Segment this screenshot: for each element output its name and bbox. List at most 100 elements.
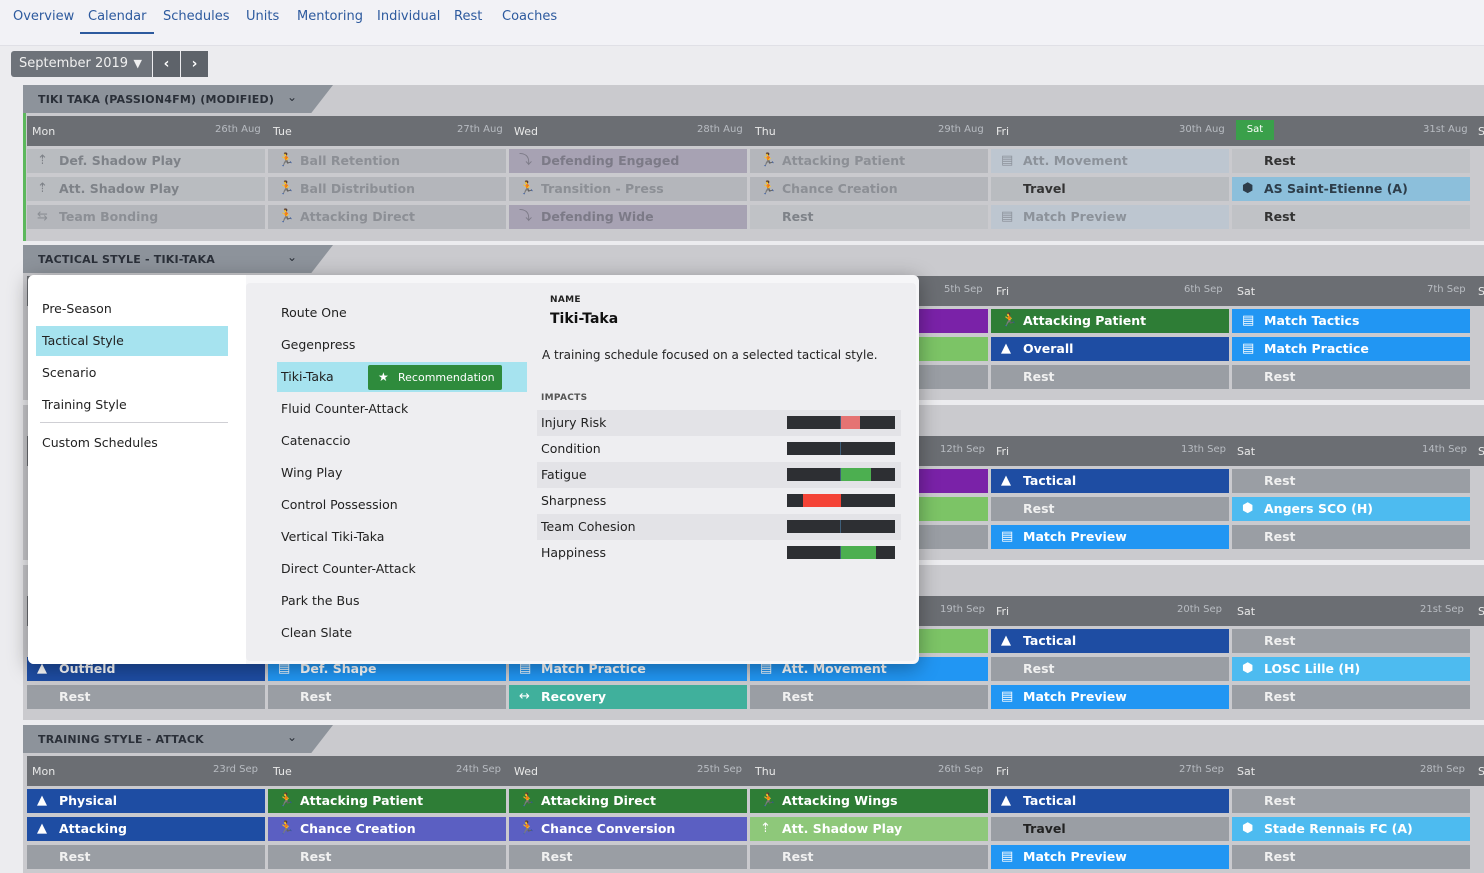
match-cell[interactable]: ⬢ Angers SCO (H) xyxy=(1232,497,1470,521)
tab-mentoring[interactable]: Mentoring xyxy=(297,9,363,24)
category-training-style[interactable]: Training Style xyxy=(42,397,127,412)
session-cell[interactable]: Rest xyxy=(1232,469,1470,493)
session-cell[interactable]: ⇡ Att. Shadow Play xyxy=(750,817,988,841)
session-cell[interactable]: ▤ Match Practice xyxy=(1232,337,1470,361)
session-cell[interactable]: Rest xyxy=(1232,525,1470,549)
day-name: Fri xyxy=(996,125,1010,138)
session-cell[interactable]: Rest xyxy=(1232,365,1470,389)
session-cell[interactable]: 🏃 Chance Creation xyxy=(268,817,506,841)
chevron-down-icon[interactable]: ⌄ xyxy=(287,730,298,744)
style-catenaccio[interactable]: Catenaccio xyxy=(281,433,351,448)
style-vertical-tiki-taka[interactable]: Vertical Tiki-Taka xyxy=(281,529,385,544)
session-cell[interactable]: ▲ Attacking xyxy=(27,817,265,841)
session-cell[interactable]: Rest xyxy=(991,657,1229,681)
session-cell[interactable]: 🏃 Attacking Direct xyxy=(268,205,506,229)
session-cell[interactable]: ▲ Physical xyxy=(27,789,265,813)
style-clean-slate[interactable]: Clean Slate xyxy=(281,625,353,640)
tab-coaches[interactable]: Coaches xyxy=(502,9,558,24)
session-cell[interactable]: Rest xyxy=(750,205,988,229)
session-cell[interactable]: Travel xyxy=(991,817,1229,841)
session-cell[interactable]: ⇡ Def. Shadow Play xyxy=(27,149,265,173)
tab-units[interactable]: Units xyxy=(246,9,280,24)
style-control-possession[interactable]: Control Possession xyxy=(281,497,398,512)
session-cell[interactable]: Rest xyxy=(750,845,988,869)
style-park-the-bus[interactable]: Park the Bus xyxy=(281,593,360,608)
session-cell[interactable]: 🏃 Attacking Patient xyxy=(991,309,1229,333)
session-cell[interactable]: Rest xyxy=(1232,149,1470,173)
session-cell[interactable]: 🏃 Attacking Wings xyxy=(750,789,988,813)
section-header[interactable]: TACTICAL STYLE - TIKI-TAKA ⌄ xyxy=(23,245,333,273)
session-cell[interactable]: ▲ Overall xyxy=(991,337,1229,361)
session-cell[interactable]: ▤ Att. Movement xyxy=(750,657,988,681)
session-cell[interactable]: Rest xyxy=(27,685,265,709)
month-dropdown[interactable]: September 2019 ▼ xyxy=(11,51,152,77)
category-scenario[interactable]: Scenario xyxy=(42,365,97,380)
session-cell[interactable]: 🏃 Chance Creation xyxy=(750,177,988,201)
session-cell[interactable]: Rest xyxy=(1232,629,1470,653)
tab-schedules[interactable]: Schedules xyxy=(163,9,230,24)
match-cell[interactable]: ⬢ Stade Rennais FC (A) xyxy=(1232,817,1470,841)
session-cell[interactable]: Rest xyxy=(1232,845,1470,869)
session-cell[interactable]: ⤵ Defending Wide xyxy=(509,205,747,229)
session-cell[interactable]: 🏃 Ball Distribution xyxy=(268,177,506,201)
style-gegenpress[interactable]: Gegenpress xyxy=(281,337,356,352)
session-cell[interactable]: ▤ Match Preview xyxy=(991,685,1229,709)
style-fluid-counter-attack[interactable]: Fluid Counter-Attack xyxy=(281,401,409,416)
category-tactical-style[interactable]: Tactical Style xyxy=(36,326,228,356)
session-cell[interactable]: Rest xyxy=(1232,205,1470,229)
tab-individual[interactable]: Individual xyxy=(377,9,441,24)
document-icon: ▤ xyxy=(1001,529,1014,544)
session-cell[interactable]: Rest xyxy=(27,845,265,869)
tab-rest[interactable]: Rest xyxy=(454,9,483,24)
category-pre-season[interactable]: Pre-Season xyxy=(42,301,112,316)
chevron-down-icon[interactable]: ⌄ xyxy=(287,90,298,104)
style-direct-counter-attack[interactable]: Direct Counter-Attack xyxy=(281,561,416,576)
session-cell[interactable]: Rest xyxy=(268,845,506,869)
session-cell[interactable]: ▤ Match Preview xyxy=(991,205,1229,229)
session-cell[interactable]: ▲ Tactical xyxy=(991,469,1229,493)
session-cell[interactable]: ↔ Recovery xyxy=(509,685,747,709)
session-cell[interactable]: 🏃 Attacking Direct xyxy=(509,789,747,813)
session-cell[interactable]: ▤ Match Preview xyxy=(991,845,1229,869)
style-route-one[interactable]: Route One xyxy=(281,305,347,320)
next-month-button[interactable]: › xyxy=(181,51,208,77)
session-cell[interactable]: Rest xyxy=(991,365,1229,389)
chevron-down-icon[interactable]: ⌄ xyxy=(287,250,298,264)
session-cell[interactable]: ▤ Match Tactics xyxy=(1232,309,1470,333)
session-cell[interactable]: ▲ Tactical xyxy=(991,629,1229,653)
session-cell[interactable]: Rest xyxy=(1232,685,1470,709)
top-navigation: Overview Calendar Schedules Units Mentor… xyxy=(0,0,1484,46)
style-tiki-taka[interactable]: Tiki-Taka xyxy=(281,369,334,384)
session-label: Match Preview xyxy=(1023,209,1127,224)
style-wing-play[interactable]: Wing Play xyxy=(281,465,343,480)
session-cell[interactable]: Rest xyxy=(991,497,1229,521)
session-cell[interactable]: ⇡ Att. Shadow Play xyxy=(27,177,265,201)
section-header[interactable]: TIKI TAKA (PASSION4FM) (MODIFIED) ⌄ xyxy=(23,85,333,113)
session-cell[interactable]: ▤ Att. Movement xyxy=(991,149,1229,173)
session-cell[interactable]: ⤵ Defending Engaged xyxy=(509,149,747,173)
session-cell[interactable]: 🏃 Transition - Press xyxy=(509,177,747,201)
session-cell[interactable]: Rest xyxy=(1232,789,1470,813)
session-cell[interactable]: 🏃 Attacking Patient xyxy=(750,149,988,173)
session-cell[interactable]: 🏃 Ball Retention xyxy=(268,149,506,173)
tab-overview[interactable]: Overview xyxy=(13,9,75,24)
session-cell[interactable]: 🏃 Attacking Patient xyxy=(268,789,506,813)
session-cell[interactable]: ⇆ Team Bonding xyxy=(27,205,265,229)
session-cell[interactable]: Travel xyxy=(991,177,1229,201)
session-label: Overall xyxy=(1023,341,1074,356)
session-label: Rest xyxy=(1264,689,1296,704)
prev-month-button[interactable]: ‹ xyxy=(153,51,180,77)
session-cell[interactable]: ▲ Tactical xyxy=(991,789,1229,813)
session-cell[interactable]: Rest xyxy=(268,685,506,709)
match-cell[interactable]: ⬢ AS Saint-Etienne (A) xyxy=(1232,177,1470,201)
section-header[interactable]: TRAINING STYLE - ATTACK ⌄ xyxy=(23,725,333,753)
match-cell[interactable]: ⬢ LOSC Lille (H) xyxy=(1232,657,1470,681)
session-cell[interactable]: ▤ Match Preview xyxy=(991,525,1229,549)
day-name: Wed xyxy=(514,765,538,778)
session-label: Attacking Patient xyxy=(1023,313,1147,328)
session-cell[interactable]: Rest xyxy=(750,685,988,709)
session-cell[interactable]: Rest xyxy=(509,845,747,869)
category-custom-schedules[interactable]: Custom Schedules xyxy=(42,435,158,450)
session-cell[interactable]: 🏃 Chance Conversion xyxy=(509,817,747,841)
tab-calendar[interactable]: Calendar xyxy=(88,9,147,24)
